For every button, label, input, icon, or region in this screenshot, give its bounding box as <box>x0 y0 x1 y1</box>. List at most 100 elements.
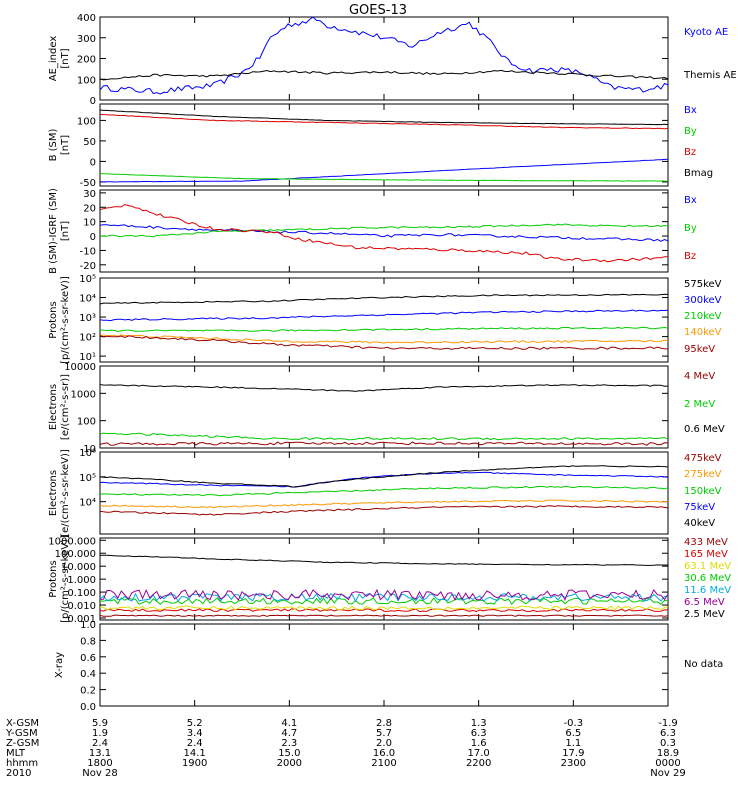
y-tick-label: 0.6 <box>80 653 96 664</box>
y-tick-label: 0.0 <box>80 702 96 713</box>
y-axis-label: [p/(cm²-s-sr-keV)] <box>60 276 71 364</box>
panel-frame <box>99 623 669 707</box>
x-axis-value: 2000 <box>277 758 302 769</box>
legend-label: 75keV <box>684 502 715 513</box>
legend-label: No data <box>684 659 723 670</box>
legend-label: 165 MeV <box>684 549 728 560</box>
legend-label: 210keV <box>684 311 722 322</box>
y-tick-label: 0.2 <box>80 686 96 697</box>
x-axis-value: 2100 <box>371 758 396 769</box>
series-line <box>99 223 669 238</box>
y-axis-label: Electrons <box>48 384 59 430</box>
y-axis-label: [nT] <box>60 221 71 241</box>
series-line <box>99 485 669 497</box>
x-axis-value: Nov 29 <box>650 768 685 779</box>
y-tick-label: 0.010 <box>67 601 96 612</box>
y-tick-label: 1.000 <box>67 575 96 586</box>
x-axis-value: 1800 <box>87 758 112 769</box>
y-axis-label: [e/(cm²-s-sr)] <box>60 374 71 440</box>
x-axis-value: 3.4 <box>187 728 203 739</box>
x-axis-value: 5.2 <box>187 718 203 729</box>
x-axis-value: 2.3 <box>281 738 297 749</box>
y-tick-label: 10⁵ <box>79 473 96 484</box>
y-tick-label: 1000.000 <box>48 536 96 547</box>
y-tick-label: 10.000 <box>61 562 96 573</box>
y-tick-label: 100 <box>77 116 96 127</box>
chart-title: GOES-13 <box>349 3 407 18</box>
y-axis-label: AE_index <box>48 36 59 82</box>
x-axis-value: 5.9 <box>92 718 108 729</box>
series-line <box>99 293 669 305</box>
series-line <box>99 334 669 344</box>
y-tick-label: 100 <box>77 75 96 86</box>
x-axis-value: 6.3 <box>660 728 676 739</box>
series-line <box>99 113 669 130</box>
x-axis-value: 6.5 <box>565 728 581 739</box>
y-tick-label: 0.4 <box>80 669 96 680</box>
y-tick-label: 0.8 <box>80 636 96 647</box>
y-axis-label: Protons <box>48 560 59 597</box>
y-axis-label: Electrons <box>48 470 59 516</box>
legend-label: 30.6 MeV <box>684 573 731 584</box>
series-line <box>99 224 669 242</box>
y-tick-label: 10 <box>83 444 96 455</box>
y-tick-label: 10⁶ <box>79 448 96 459</box>
legend-label: 275keV <box>684 469 722 480</box>
series-line <box>99 465 669 488</box>
legend-label: 300keV <box>684 295 722 306</box>
x-axis-row-label: 2010 <box>6 768 31 779</box>
series-line <box>99 326 669 333</box>
legend-label: 150keV <box>684 486 722 497</box>
x-axis-value: Nov 28 <box>82 768 117 779</box>
y-tick-label: 10⁴ <box>79 498 96 509</box>
y-tick-label: -20 <box>80 261 96 272</box>
legend-label: 475keV <box>684 453 722 464</box>
legend-label: 575keV <box>684 279 722 290</box>
y-axis-label: X-ray <box>54 652 65 678</box>
y-axis-label: Protons <box>48 301 59 338</box>
y-tick-label: -10 <box>80 246 96 257</box>
series-line <box>99 335 668 350</box>
y-tick-label: 10⁵ <box>79 274 96 285</box>
x-axis-value: 2.0 <box>376 738 392 749</box>
x-axis-row-label: X-GSM <box>6 718 39 729</box>
y-tick-label: 50 <box>83 137 96 148</box>
series-line <box>99 614 669 617</box>
x-axis-value: 1.9 <box>92 728 108 739</box>
series-line <box>99 605 669 611</box>
legend-label: By <box>684 223 697 234</box>
series-line <box>99 608 669 613</box>
legend-label: 2 MeV <box>684 399 715 410</box>
x-axis-value: 5.7 <box>376 728 392 739</box>
y-tick-label: 1000 <box>71 389 96 400</box>
y-axis-label: [nT] <box>60 135 71 155</box>
y-axis-label: B (SM)-IGRF (SM) <box>48 188 59 274</box>
y-tick-label: 10² <box>79 333 96 344</box>
y-tick-label: 0.100 <box>67 588 96 599</box>
legend-label: Bz <box>684 251 696 262</box>
legend-label: Themis AE <box>683 70 737 81</box>
y-tick-label: 100 <box>77 417 96 428</box>
y-tick-label: 10 <box>83 218 96 229</box>
series-line <box>99 109 669 126</box>
legend-label: 6.5 MeV <box>684 597 725 608</box>
legend-label: 11.6 MeV <box>684 585 731 596</box>
y-tick-label: 0 <box>90 96 96 107</box>
y-tick-label: 20 <box>83 203 96 214</box>
y-axis-label: [p/(cm²-s-sr-keV)] <box>60 535 71 623</box>
series-line <box>99 441 669 446</box>
x-axis-value: 6.3 <box>471 728 487 739</box>
x-axis-value: 18.9 <box>657 748 679 759</box>
y-tick-label: 0 <box>90 232 96 243</box>
y-tick-label: 300 <box>77 34 96 45</box>
x-axis-value: -1.9 <box>658 718 678 729</box>
x-axis-value: 0.3 <box>660 738 676 749</box>
y-tick-label: 400 <box>77 13 96 24</box>
y-tick-label: 10⁴ <box>79 294 96 305</box>
series-line <box>99 432 669 441</box>
y-tick-label: 10000 <box>64 362 96 373</box>
legend-label: 95keV <box>684 344 715 355</box>
series-line <box>99 588 669 601</box>
y-tick-label: -50 <box>80 178 96 189</box>
